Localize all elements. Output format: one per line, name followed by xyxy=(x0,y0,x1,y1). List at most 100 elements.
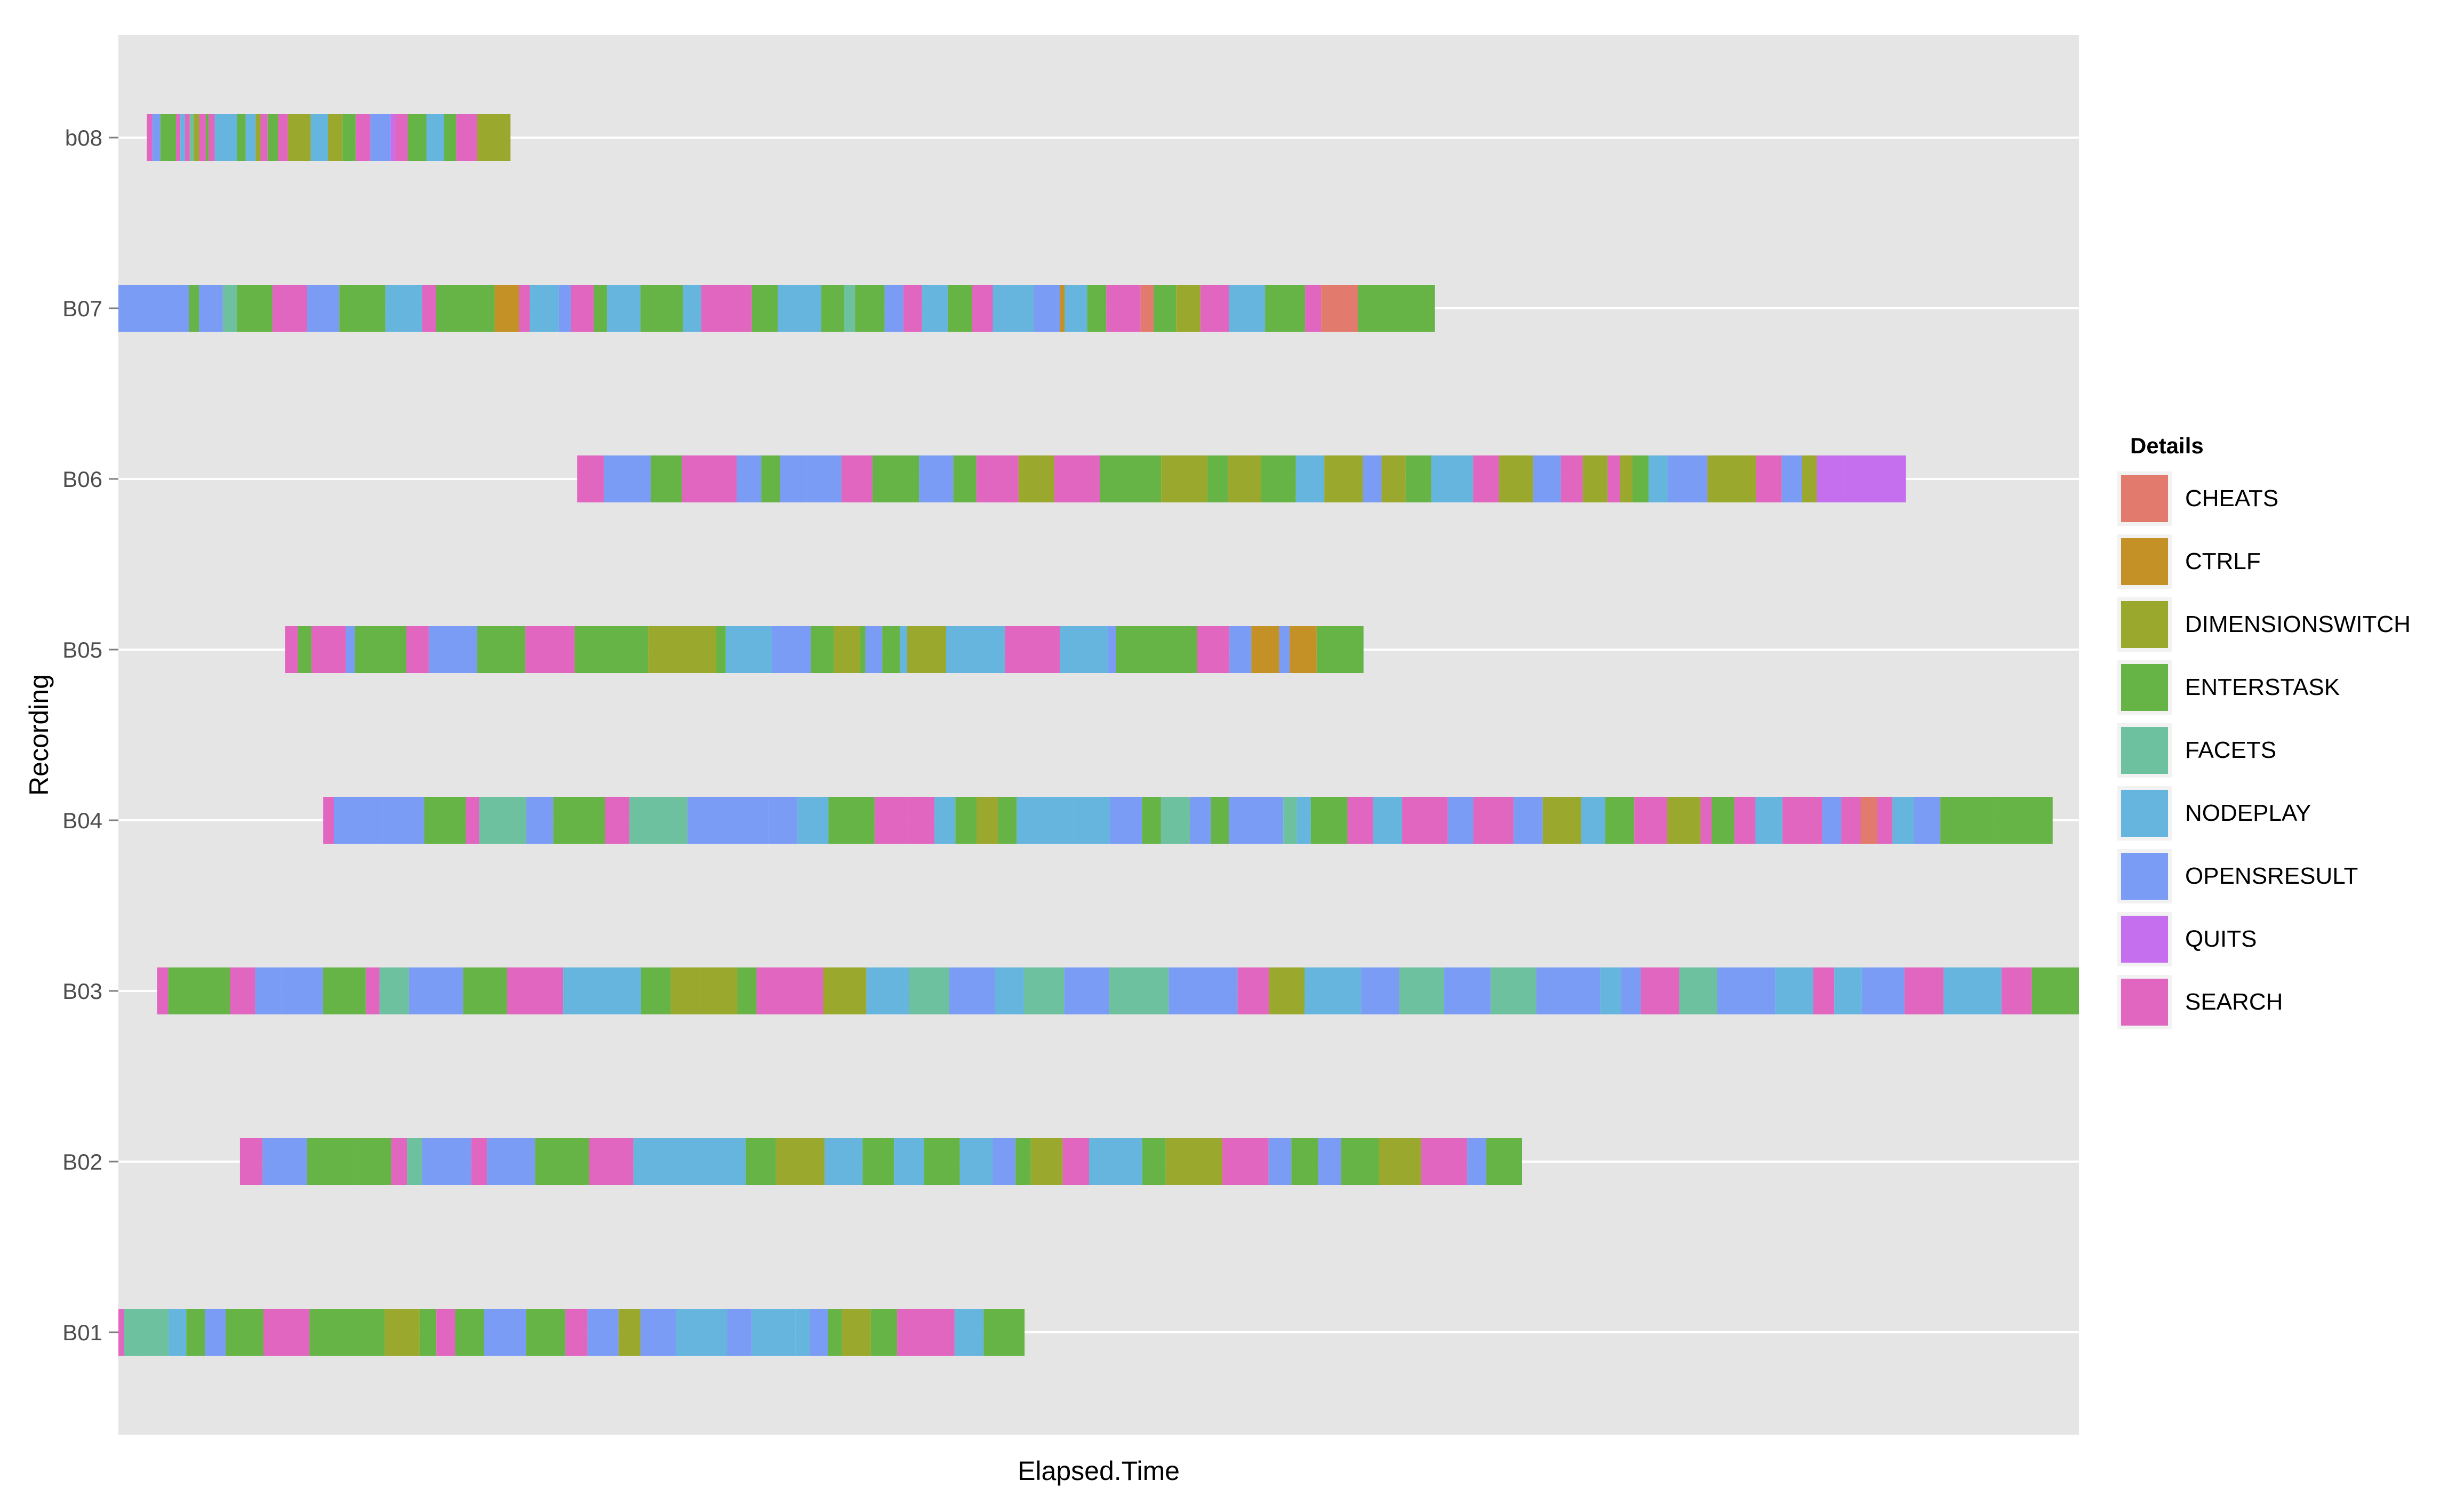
segment-bar xyxy=(1914,797,1941,844)
y-tick-label: B02 xyxy=(62,1149,102,1174)
segment-bar xyxy=(919,455,954,502)
segment-bar xyxy=(487,1138,535,1185)
segment-bar xyxy=(874,797,909,844)
segment-bar xyxy=(1153,285,1177,332)
legend-entry-label: ENTERSTASK xyxy=(2185,674,2340,700)
segment-bar xyxy=(226,1309,264,1356)
segment-bar xyxy=(1892,797,1914,844)
segment-bar xyxy=(882,626,900,673)
segment-bar xyxy=(1834,967,1862,1014)
segment-bar xyxy=(571,285,594,332)
legend: Details CHEATS CTRLF DIMENSIONSWITCH ENTERS… xyxy=(2117,433,2411,1029)
segment-bar xyxy=(1017,797,1059,844)
segment-bar xyxy=(477,626,526,673)
legend-title: Details xyxy=(2130,433,2204,458)
segment-bar xyxy=(1176,285,1201,332)
segment-bar xyxy=(1373,797,1403,844)
segment-bar xyxy=(1813,967,1835,1014)
segment-bar xyxy=(152,114,161,161)
segment-bar xyxy=(1197,626,1230,673)
segment-bar xyxy=(406,626,429,673)
segment-bar xyxy=(1347,797,1373,844)
segment-bar xyxy=(700,967,738,1014)
segment-bar xyxy=(519,285,530,332)
segment-bar xyxy=(633,1138,746,1185)
segment-bar xyxy=(1109,967,1169,1014)
segment-bar xyxy=(1600,967,1621,1014)
segment-bar xyxy=(323,797,334,844)
segment-bar xyxy=(245,114,256,161)
y-tick-label: B06 xyxy=(62,467,102,492)
segment-bar xyxy=(1324,455,1363,502)
segment-bar xyxy=(1169,967,1238,1014)
segment-bar xyxy=(237,114,246,161)
segment-bar xyxy=(1904,967,1944,1014)
segment-bar xyxy=(285,626,298,673)
segment-bar xyxy=(287,114,311,161)
segment-bar xyxy=(946,626,1005,673)
y-axis-ticks: b08 B07 B06 B05 B04 B03 B02 B01 xyxy=(62,125,118,1345)
segment-bar xyxy=(323,967,366,1014)
segment-bar xyxy=(379,967,409,1014)
segment-bar xyxy=(976,797,998,844)
segment-bar xyxy=(1310,797,1348,844)
segment-bar xyxy=(1707,455,1756,502)
segment-bar xyxy=(1632,455,1649,502)
segment-bar xyxy=(865,626,883,673)
segment-bar xyxy=(1775,967,1813,1014)
segment-bar xyxy=(281,967,323,1014)
segment-bar xyxy=(391,1138,407,1185)
segment-bar xyxy=(1089,1138,1142,1185)
legend-key-swatch xyxy=(2121,664,2168,711)
segment-bar xyxy=(1877,797,1893,844)
segment-bar xyxy=(998,797,1017,844)
segment-bar xyxy=(834,626,860,673)
segment-bar xyxy=(535,1138,589,1185)
segment-bar xyxy=(278,114,288,161)
segment-bar xyxy=(507,967,564,1014)
segment-bar xyxy=(577,455,604,502)
segment-bar xyxy=(471,1138,487,1185)
segment-bar xyxy=(526,1309,566,1356)
segment-bar xyxy=(307,1138,355,1185)
segment-bar xyxy=(842,1309,871,1356)
segment-bar xyxy=(260,114,268,161)
segment-bar xyxy=(604,455,651,502)
segment-bar xyxy=(751,1309,796,1356)
segment-bar xyxy=(810,1309,828,1356)
segment-bar xyxy=(339,285,386,332)
segment-bar xyxy=(821,285,844,332)
legend-entry-label: SEARCH xyxy=(2185,989,2283,1015)
segment-bar xyxy=(1222,1138,1269,1185)
segment-bar xyxy=(422,285,436,332)
segment-bar xyxy=(1074,797,1110,844)
segment-bar xyxy=(563,967,642,1014)
segment-bar xyxy=(682,455,737,502)
segment-bar xyxy=(1018,455,1054,502)
segment-bar xyxy=(255,967,282,1014)
segment-bar xyxy=(124,1309,139,1356)
y-tick-label: B04 xyxy=(62,808,102,833)
segment-bar xyxy=(841,455,873,502)
legend-entry-label: OPENSRESULT xyxy=(2185,863,2358,889)
y-tick-label: B07 xyxy=(62,296,102,321)
segment-bar xyxy=(716,626,726,673)
segment-bar xyxy=(594,285,607,332)
segment-bar xyxy=(199,285,223,332)
segment-bar xyxy=(1062,1138,1089,1185)
segment-bar xyxy=(806,455,842,502)
segment-bar xyxy=(180,114,185,161)
segment-bar xyxy=(1533,455,1561,502)
segment-bar xyxy=(972,285,993,332)
segment-bar xyxy=(934,797,956,844)
segment-bar xyxy=(1060,285,1065,332)
segment-bar xyxy=(795,1309,810,1356)
segment-bar xyxy=(1755,797,1783,844)
segment-bar xyxy=(267,114,278,161)
segment-bar xyxy=(255,114,261,161)
segment-bar xyxy=(365,967,380,1014)
segment-bar xyxy=(455,1309,484,1356)
segment-bar xyxy=(1802,455,1817,502)
segment-bar xyxy=(1822,797,1842,844)
legend-entry-label: CTRLF xyxy=(2185,548,2261,574)
